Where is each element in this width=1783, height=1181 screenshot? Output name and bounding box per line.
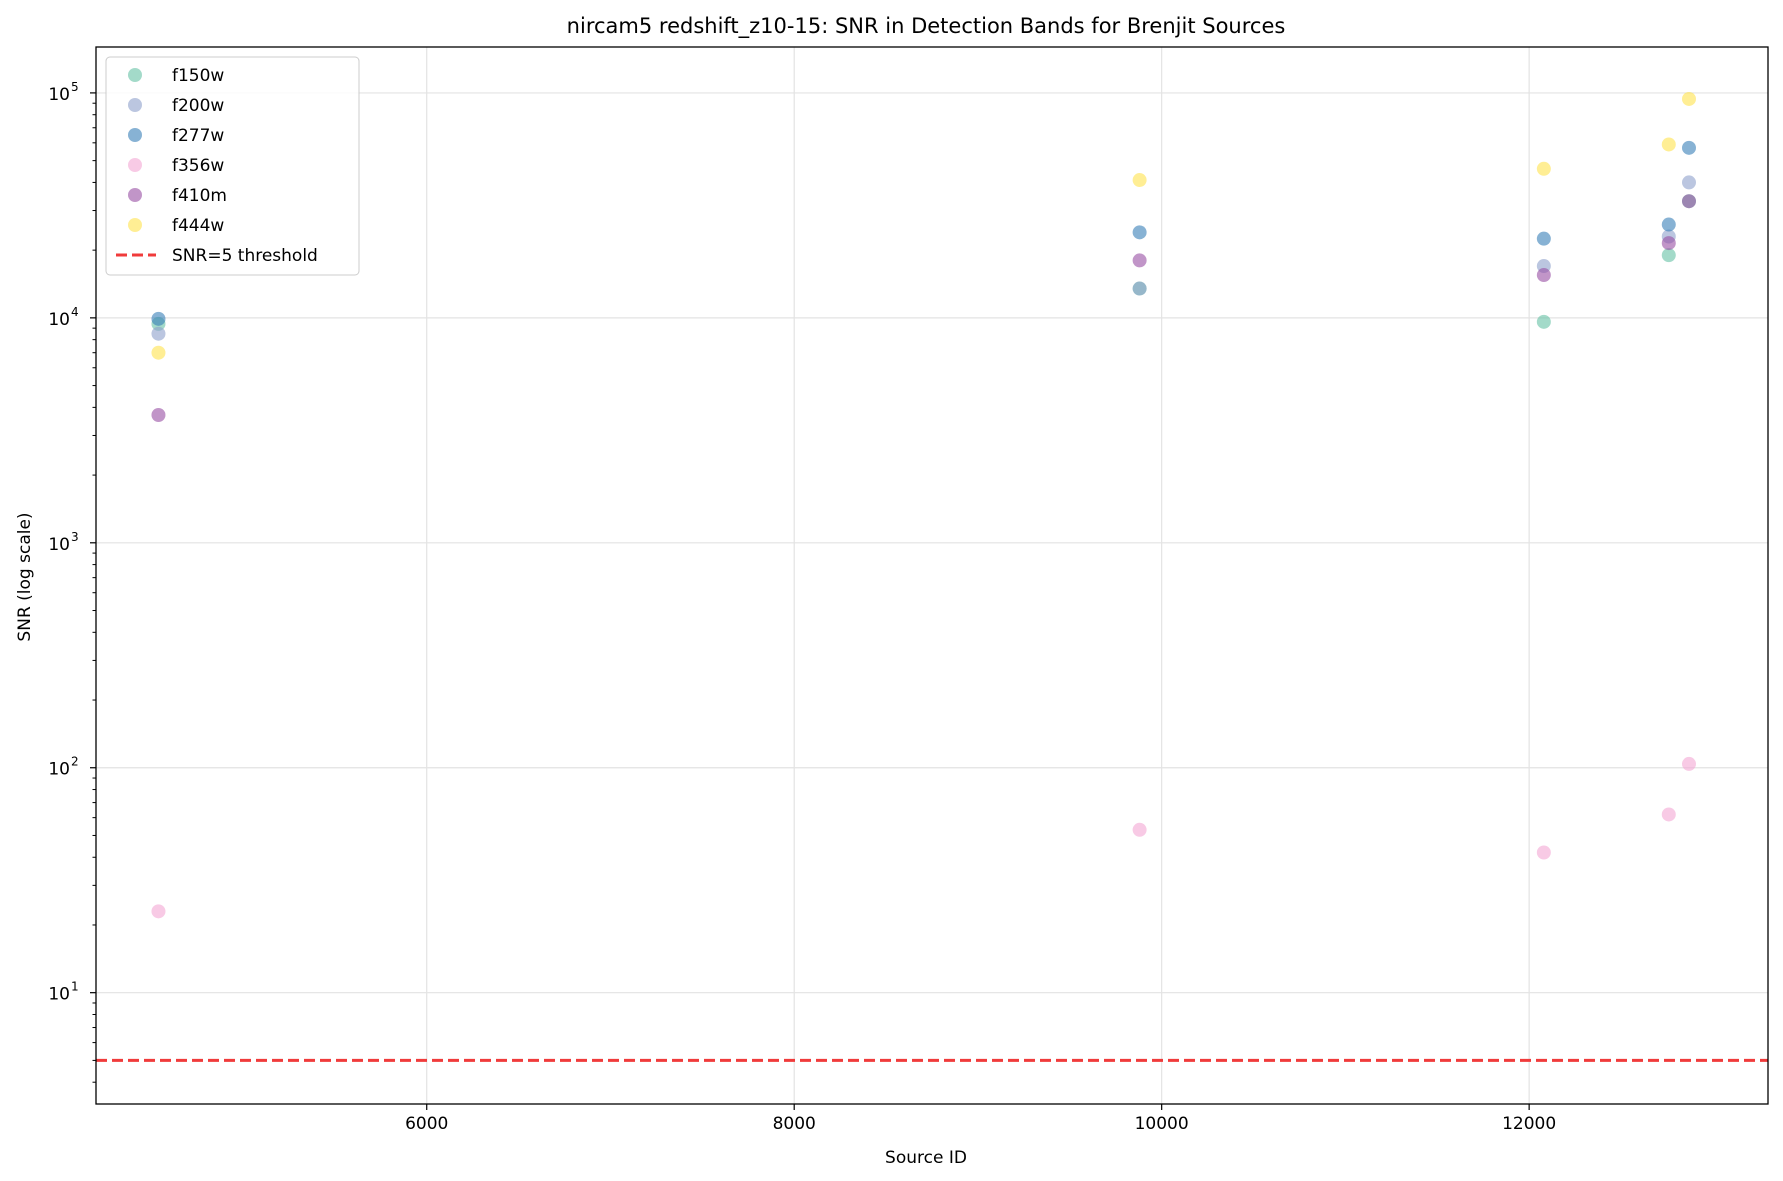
x-tick-label: 6000 [405, 1114, 448, 1134]
point-f410m [1661, 236, 1676, 251]
point-f277w [1681, 140, 1696, 155]
grid [96, 47, 1768, 1104]
y-tick-label: 10 [48, 85, 70, 105]
point-f410m [151, 407, 166, 422]
y-axis-label: SNR (log scale) [15, 512, 35, 641]
x-tick-label: 12000 [1502, 1114, 1556, 1134]
point-f410m [1132, 253, 1147, 268]
point-f277w [151, 311, 166, 326]
legend-label-threshold: SNR=5 threshold [172, 246, 318, 266]
y-tick-label: 10 [48, 760, 70, 780]
y-tick-exponent: 3 [71, 530, 79, 544]
point-f200w [1132, 281, 1147, 296]
point-f150w [1536, 314, 1551, 329]
point-f444w [151, 345, 166, 360]
point-f410m [1536, 268, 1551, 283]
plot-area-frame [95, 46, 1769, 1105]
x-axis-label: Source ID [885, 1148, 967, 1168]
point-f277w [1132, 225, 1147, 240]
point-f356w [1536, 845, 1551, 860]
point-f150w [1661, 248, 1676, 263]
point-f410m [1681, 194, 1696, 209]
legend-label-f277w: f277w [172, 126, 224, 146]
point-f444w [1536, 161, 1551, 176]
legend-marker-f200w [128, 98, 142, 112]
legend-marker-f410m [128, 188, 142, 202]
point-f200w [1681, 175, 1696, 190]
point-f444w [1132, 173, 1147, 188]
point-f356w [151, 904, 166, 919]
legend: f150w f200w f277w f356w f410m f444w SNR=5 thre… [105, 56, 360, 276]
x-tick-label: 8000 [773, 1114, 816, 1134]
point-f200w [151, 326, 166, 341]
y-tick-label: 10 [48, 535, 70, 555]
x-tick-label: 10000 [1135, 1114, 1189, 1134]
y-tick-exponent: 2 [71, 755, 79, 769]
point-f277w [1536, 231, 1551, 246]
legend-marker-f277w [128, 128, 142, 142]
point-f277w [1661, 217, 1676, 232]
legend-label-f150w: f150w [172, 66, 224, 86]
y-tick-exponent: 4 [71, 305, 79, 319]
legend-marker-f444w [128, 218, 142, 232]
legend-box [105, 56, 360, 276]
legend-marker-f150w [128, 68, 142, 82]
legend-label-f356w: f356w [172, 156, 224, 176]
legend-marker-f356w [128, 158, 142, 172]
point-f356w [1661, 807, 1676, 822]
point-f444w [1681, 91, 1696, 106]
y-tick-exponent: 1 [71, 980, 79, 994]
legend-label-f444w: f444w [172, 216, 224, 236]
legend-label-f200w: f200w [172, 96, 224, 116]
data-points [151, 91, 1696, 919]
point-f356w [1681, 756, 1696, 771]
y-tick-label: 10 [48, 985, 70, 1005]
point-f356w [1132, 822, 1147, 837]
y-tick-label: 10 [48, 310, 70, 330]
y-tick-exponent: 5 [71, 80, 79, 94]
chart-title: nircam5 redshift_z10-15: SNR in Detectio… [567, 14, 1286, 39]
point-f444w [1661, 137, 1676, 152]
legend-label-f410m: f410m [172, 186, 227, 206]
